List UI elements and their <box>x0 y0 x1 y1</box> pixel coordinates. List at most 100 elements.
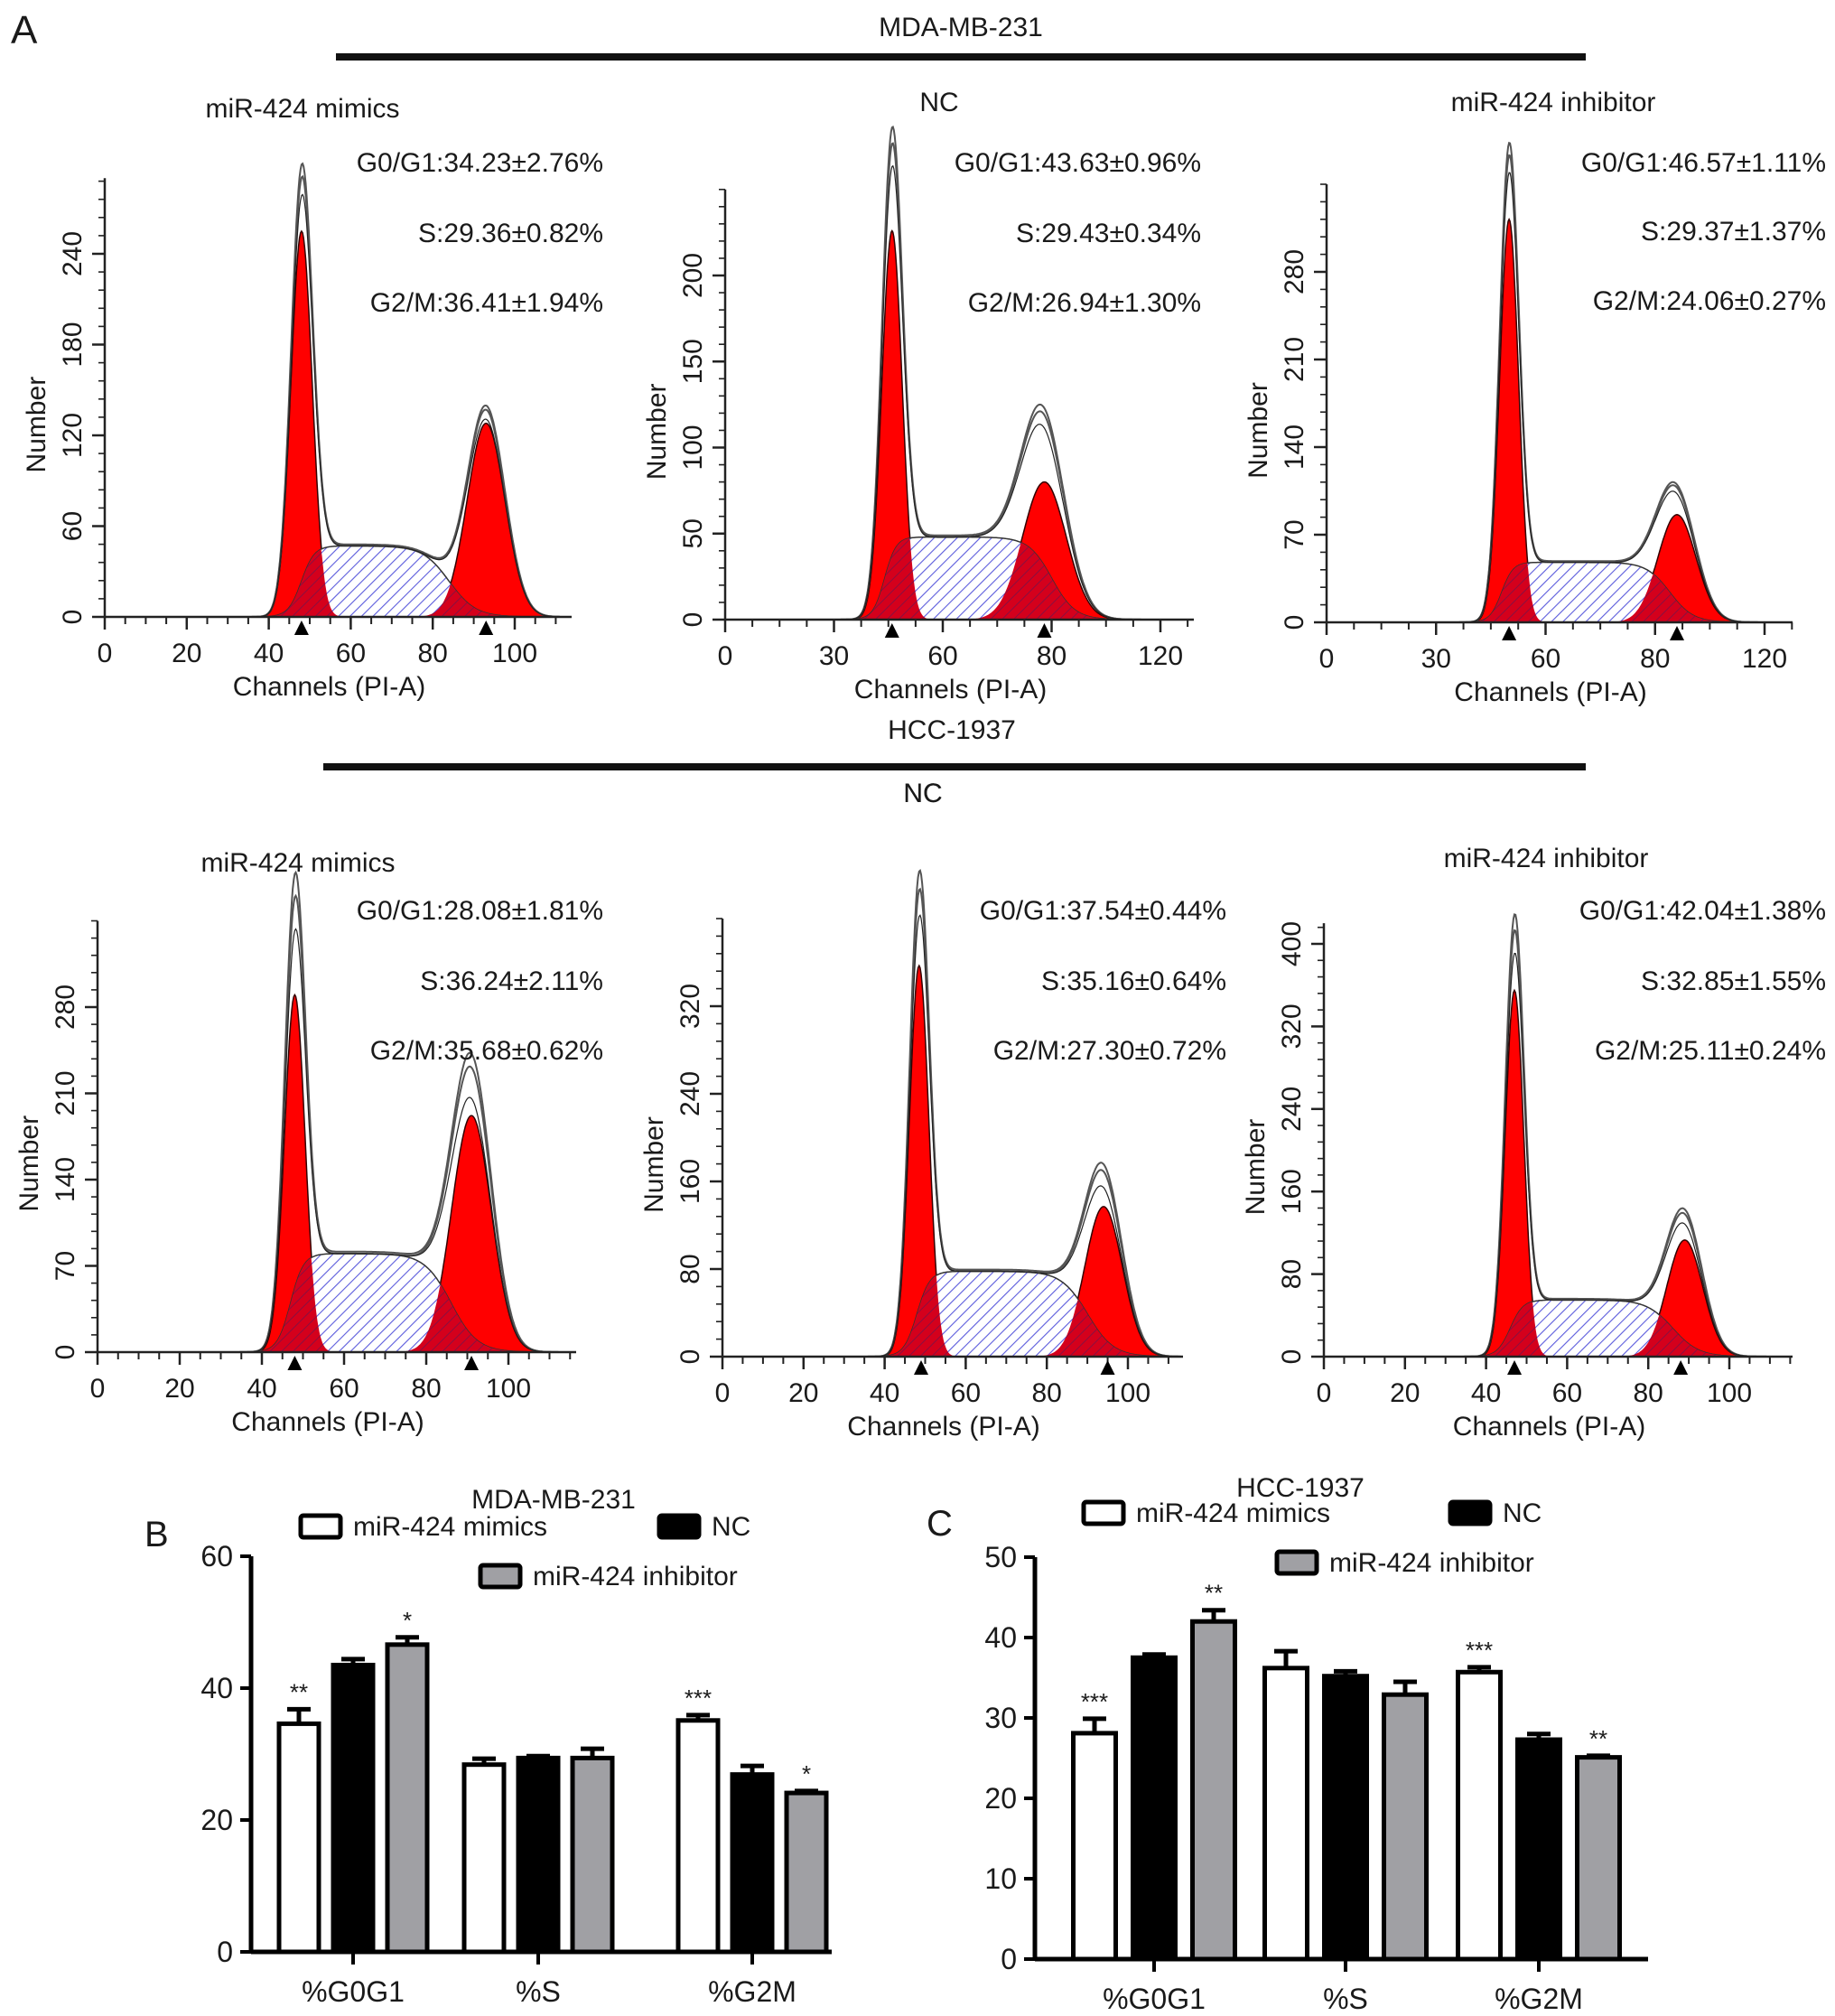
x-tick-label: 100 <box>1707 1378 1752 1408</box>
legend-swatch <box>1081 1499 1126 1526</box>
x-tick-label: 30 <box>819 641 849 671</box>
y-tick-label: 140 <box>1280 425 1309 470</box>
y-tick-label: 320 <box>675 984 705 1029</box>
bar <box>730 1772 775 1955</box>
row2-subheader: NC <box>903 779 942 808</box>
phase-stat-label: S:29.36±0.82% <box>418 219 603 248</box>
histogram-hist-mda-inhibitor: 0 30 60 80 120 0 70 140 210 280 Channels (PI-A) Num… <box>1244 88 1826 707</box>
peak-marker-icon <box>464 1356 480 1370</box>
y-tick-label: 40 <box>984 1621 1017 1654</box>
model-fit-line <box>228 193 560 618</box>
x-tick-label: %S <box>1323 1983 1368 2015</box>
model-fit-line <box>1445 952 1791 1358</box>
peak-marker-icon <box>1100 1360 1115 1375</box>
y-tick-label: 210 <box>1280 337 1309 382</box>
y-tick-label: 30 <box>984 1702 1017 1734</box>
legend-swatch <box>657 1513 702 1540</box>
x-tick-label: 80 <box>1634 1378 1663 1408</box>
x-tick-label: %G2M <box>1495 1983 1583 2015</box>
model-fit-line <box>843 914 1181 1358</box>
s-phase-overlap <box>228 549 560 617</box>
significance-label: ** <box>1589 1725 1607 1752</box>
histogram-title: miR-424 inhibitor <box>1444 844 1649 873</box>
x-tick-label: 60 <box>951 1378 981 1408</box>
x-tick-label: %G0G1 <box>302 1975 405 2008</box>
bar <box>1575 1755 1622 1962</box>
significance-label: ** <box>290 1678 308 1705</box>
y-tick-label: 0 <box>1280 615 1309 630</box>
bar <box>516 1755 561 1955</box>
x-tick-label: 0 <box>98 639 113 668</box>
y-tick-label: 0 <box>675 1349 705 1365</box>
y-tick-label: 180 <box>58 322 88 367</box>
x-tick-label: 80 <box>1037 641 1067 671</box>
y-tick-label: 80 <box>1277 1259 1307 1289</box>
y-tick-label: 240 <box>675 1071 705 1116</box>
x-axis-label: Channels (PI-A) <box>233 672 425 702</box>
y-tick-label: 0 <box>1001 1943 1017 1975</box>
x-tick-label: 80 <box>1640 644 1670 674</box>
x-axis-label: Channels (PI-A) <box>231 1407 424 1437</box>
x-tick-label: 40 <box>247 1374 276 1404</box>
phase-stat-label: S:32.85±1.55% <box>1641 966 1826 996</box>
peak-marker-icon <box>293 621 309 635</box>
x-tick-label: 0 <box>1317 1378 1332 1408</box>
x-tick-label: 0 <box>90 1374 106 1404</box>
x-tick-label: %S <box>516 1975 561 2008</box>
phase-stat-label: G0/G1:43.63±0.96% <box>955 148 1201 178</box>
y-tick-label: 240 <box>1277 1087 1307 1132</box>
phase-stat-label: G0/G1:42.04±1.38% <box>1579 896 1826 926</box>
bar <box>1190 1619 1237 1962</box>
y-axis-label: Number <box>642 384 672 481</box>
legend-swatch <box>1274 1549 1319 1576</box>
peak-marker-icon <box>479 621 494 635</box>
legend-swatch <box>478 1563 523 1590</box>
x-axis-label: Channels (PI-A) <box>847 1412 1039 1442</box>
x-tick-label: %G2M <box>708 1975 796 2008</box>
y-tick-label: 400 <box>1277 921 1307 966</box>
legend-label: miR-424 inhibitor <box>533 1562 738 1591</box>
histogram-title: NC <box>919 88 958 117</box>
y-tick-label: 160 <box>1277 1169 1307 1214</box>
y-tick-label: 0 <box>58 610 88 625</box>
bar <box>1071 1731 1118 1962</box>
phase-stat-label: G2/M:35.68±0.62% <box>370 1036 603 1066</box>
x-tick-label: 0 <box>718 641 733 671</box>
phase-stat-label: G0/G1:46.57±1.11% <box>1581 148 1826 178</box>
x-tick-label: 100 <box>1105 1378 1150 1408</box>
significance-label: *** <box>685 1685 712 1712</box>
histogram-hist-hcc-nc: 0 20 40 60 80 100 0 80 160 240 320 Channels (PI-A) N… <box>639 779 1226 1442</box>
y-tick-label: 160 <box>675 1159 705 1204</box>
phase-stat-label: G2/M:27.30±0.72% <box>993 1036 1226 1066</box>
x-tick-label: 120 <box>1138 641 1183 671</box>
s-phase-overlap <box>1445 1302 1791 1357</box>
peak-marker-icon <box>1502 626 1517 640</box>
y-tick-label: 150 <box>678 339 708 384</box>
bar <box>1382 1692 1429 1962</box>
x-tick-label: 30 <box>1421 644 1451 674</box>
x-tick-label: 60 <box>1531 644 1560 674</box>
y-tick-label: 280 <box>51 985 80 1030</box>
y-tick-label: 0 <box>678 612 708 628</box>
bar <box>276 1721 321 1955</box>
s-phase-overlap <box>834 537 1176 620</box>
peak-marker-icon <box>914 1360 929 1375</box>
histogram-title: miR-424 inhibitor <box>1451 88 1656 117</box>
row2-header: HCC-1937 <box>888 715 1016 745</box>
s-phase-overlap <box>1436 563 1780 622</box>
phase-stat-label: G0/G1:28.08±1.81% <box>357 896 603 926</box>
x-axis-label: Channels (PI-A) <box>854 675 1047 705</box>
y-axis-label: Number <box>22 377 51 473</box>
legend-label: miR-424 mimics <box>1136 1498 1330 1528</box>
peak-marker-icon <box>1670 626 1684 640</box>
x-tick-label: 80 <box>411 1374 441 1404</box>
phase-stat-label: S:29.37±1.37% <box>1641 217 1826 247</box>
bar <box>385 1642 430 1955</box>
y-tick-label: 280 <box>1280 249 1309 294</box>
y-tick-label: 10 <box>984 1862 1017 1895</box>
legend-label: NC <box>712 1512 750 1542</box>
x-tick-label: 100 <box>486 1374 531 1404</box>
phase-stat-label: G2/M:25.11±0.24% <box>1595 1036 1826 1066</box>
